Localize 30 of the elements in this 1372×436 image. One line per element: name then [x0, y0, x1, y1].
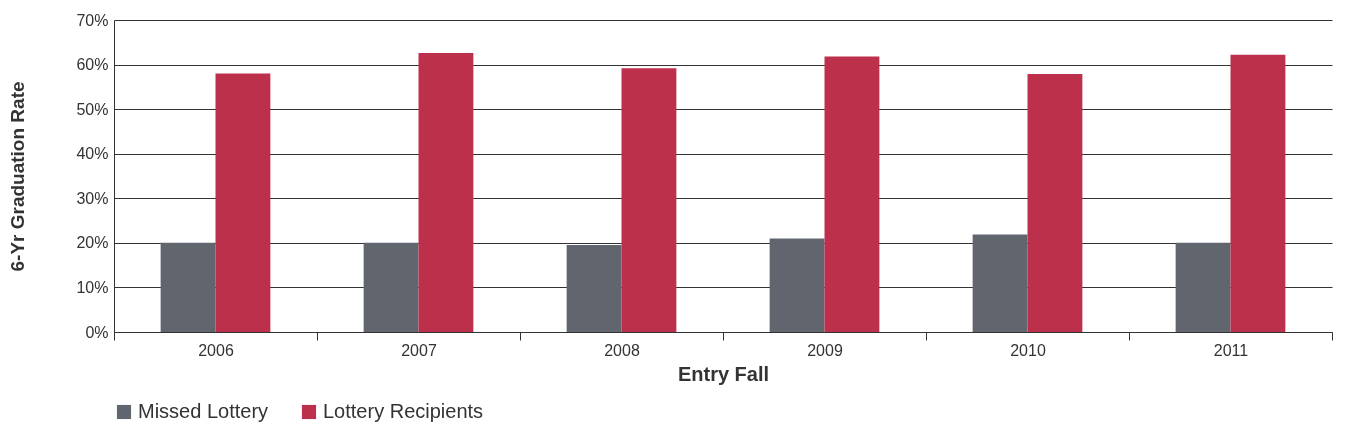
bar	[1027, 73, 1083, 332]
bar	[215, 73, 271, 332]
bar	[621, 68, 677, 332]
x-tick-label: 2008	[604, 341, 640, 359]
x-tick-label: 2010	[1010, 341, 1046, 359]
x-tick-label: 2011	[1213, 341, 1249, 359]
bar	[769, 238, 825, 332]
bar	[418, 52, 474, 332]
bar	[160, 242, 216, 332]
y-tick-label: 0%	[85, 323, 109, 341]
x-tick-label: 2007	[401, 341, 437, 359]
y-tick-label: 30%	[76, 189, 109, 207]
bar	[1230, 54, 1286, 332]
bar	[824, 56, 880, 332]
legend-label: Lottery Recipients	[323, 400, 484, 422]
legend-label: Missed Lottery	[138, 400, 269, 422]
x-tick-label: 2009	[807, 341, 843, 359]
y-tick-label: 60%	[76, 56, 109, 74]
bar	[972, 234, 1028, 332]
x-tick-label: 2006	[198, 341, 234, 359]
y-tick-label: 40%	[76, 145, 109, 163]
y-tick-label: 70%	[76, 11, 109, 29]
bar	[1175, 242, 1231, 332]
y-tick-label: 20%	[76, 234, 109, 252]
bar	[363, 242, 419, 332]
y-axis-title: 6-Yr Graduation Rate	[7, 81, 29, 272]
y-tick-label: 50%	[76, 100, 109, 118]
y-tick-label: 10%	[76, 278, 109, 296]
x-axis-title: Entry Fall	[677, 362, 770, 385]
bar	[566, 245, 622, 332]
